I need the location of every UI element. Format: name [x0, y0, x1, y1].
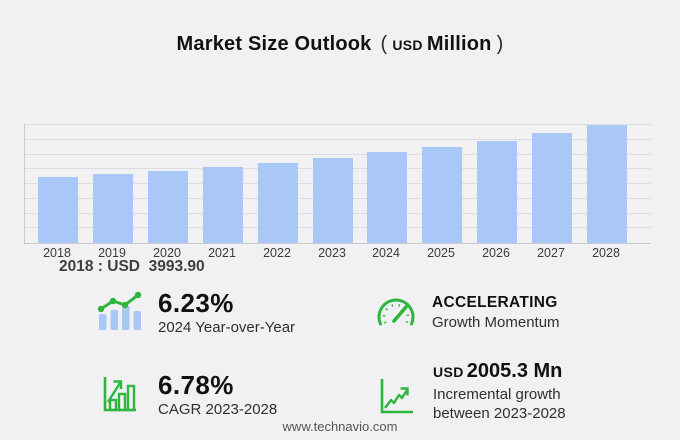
x-tick-2028: 2028: [592, 246, 620, 260]
x-tick-2018: 2018: [43, 246, 71, 260]
gridline: [25, 139, 651, 140]
incremental-label-line1: Incremental growth: [433, 386, 561, 403]
bar-2027[interactable]: [532, 133, 572, 243]
line-chart-arrow-icon: [376, 376, 414, 421]
x-axis-labels: 2018 2019 2020 2021 2022 2023 2024 2025 2026 2027…: [24, 246, 651, 262]
bar-2024[interactable]: [367, 152, 407, 243]
incremental-label-line2: between 2023-2028: [433, 405, 566, 422]
speedometer-icon: [374, 296, 418, 337]
incremental-amount: 2005.3 Mn: [466, 360, 563, 382]
bar-2025[interactable]: [422, 147, 462, 243]
gridline: [25, 124, 651, 125]
bar-2021[interactable]: [203, 167, 243, 243]
x-tick-2020: 2020: [153, 246, 181, 260]
stat-cagr: 6.78% CAGR 2023-2028: [100, 370, 277, 419]
title-currency: USD: [392, 37, 423, 53]
stat-incremental: USD 2005.3 Mn Incremental growth between …: [376, 359, 566, 423]
momentum-value: ACCELERATING: [432, 294, 558, 311]
title-close-paren: ): [496, 33, 504, 55]
gridline: [25, 154, 651, 155]
x-tick-2019: 2019: [98, 246, 126, 260]
title-main: Market Size Outlook: [176, 33, 372, 55]
yoy-label: 2024 Year-over-Year: [158, 319, 296, 336]
x-tick-2024: 2024: [372, 246, 400, 260]
page-title: Market Size Outlook (USD Million): [0, 31, 680, 58]
title-open-paren: (: [380, 33, 388, 55]
x-tick-2021: 2021: [208, 246, 236, 260]
bar-2019[interactable]: [93, 174, 133, 243]
incremental-value: USD 2005.3 Mn: [433, 359, 566, 385]
bar-2026[interactable]: [477, 141, 517, 243]
bar-2022[interactable]: [258, 163, 298, 243]
stat-yoy: 6.23% 2024 Year-over-Year: [96, 288, 295, 338]
momentum-label: Growth Momentum: [432, 314, 560, 331]
bar-2023[interactable]: [313, 158, 353, 243]
stat-momentum: ACCELERATING Growth Momentum: [374, 292, 560, 337]
x-tick-2027: 2027: [537, 246, 565, 260]
bar-growth-icon: [100, 374, 138, 419]
cagr-value: 6.78%: [158, 370, 234, 400]
website-url: www.technavio.com: [282, 419, 398, 434]
x-tick-2025: 2025: [427, 246, 455, 260]
bar-2028[interactable]: [587, 125, 627, 243]
data-label-2018: 2018 : USD 3993.90: [59, 258, 205, 275]
bar-chart-plot-area: [24, 124, 651, 244]
x-tick-2026: 2026: [482, 246, 510, 260]
bar-2018[interactable]: [38, 177, 78, 243]
bar-trend-icon: [96, 291, 144, 338]
bar-2020[interactable]: [148, 171, 188, 243]
x-tick-2022: 2022: [263, 246, 291, 260]
incremental-currency: USD: [433, 364, 464, 380]
title-unit: Million: [426, 33, 492, 55]
cagr-label: CAGR 2023-2028: [158, 401, 278, 418]
x-tick-2023: 2023: [318, 246, 346, 260]
yoy-value: 6.23%: [158, 288, 234, 318]
